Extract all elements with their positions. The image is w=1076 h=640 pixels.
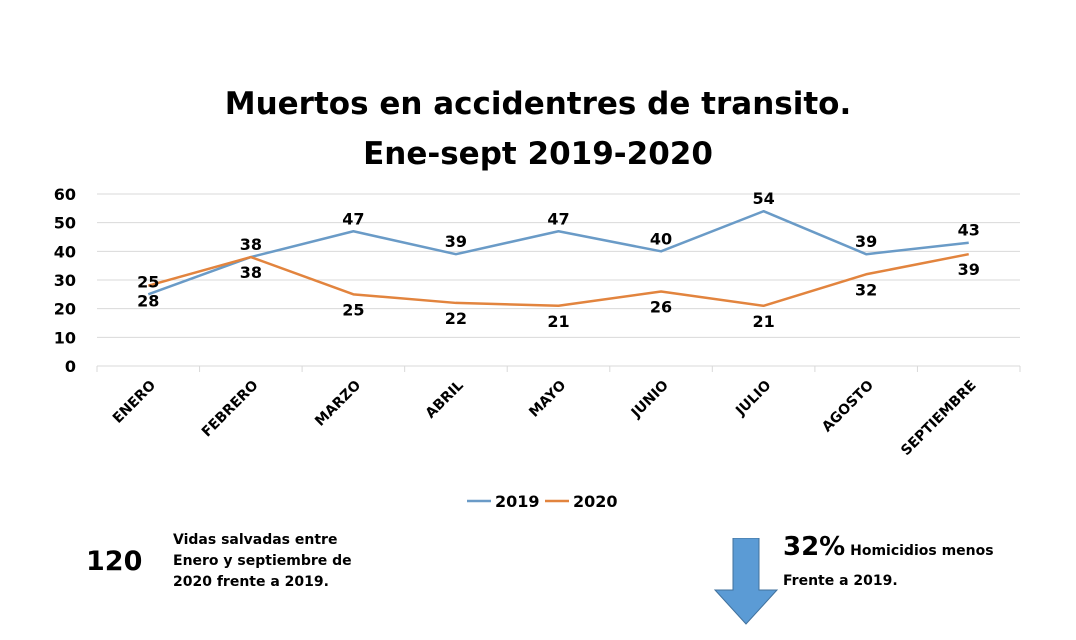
data-label: 22: [445, 309, 467, 328]
legend-label: 2019: [495, 492, 540, 511]
data-label: 47: [547, 209, 569, 228]
y-tick-label: 10: [54, 328, 76, 347]
x-tick-label: ABRIL: [423, 377, 467, 421]
data-label: 39: [855, 232, 877, 251]
x-tick-label: SEPTIEMBRE: [898, 378, 979, 459]
data-label: 32: [855, 280, 877, 299]
data-label: 21: [547, 312, 569, 331]
homicide-stat: 32% Homicidios menos Frente a 2019.: [783, 532, 1063, 596]
y-tick-label: 50: [54, 214, 76, 233]
data-label: 54: [752, 189, 774, 208]
x-tick-label: MAYO: [526, 377, 569, 420]
y-tick-label: 30: [54, 271, 76, 290]
data-label: 43: [958, 221, 980, 240]
data-label: 26: [650, 297, 672, 316]
homicide-text-1: Homicidios menos: [850, 543, 994, 559]
series-line-2020: [147, 252, 969, 308]
data-label: 28: [137, 292, 159, 311]
homicide-text-2: Frente a 2019.: [783, 573, 898, 589]
legend-label: 2020: [573, 492, 618, 511]
data-label: 40: [650, 229, 672, 248]
data-label: 38: [240, 235, 262, 254]
line-chart: 0 10 20 30 40 50 60 ENERO FEBRERO MARZO ABRIL MAYO J…: [54, 185, 1021, 511]
x-tick-label: JUNIO: [628, 377, 672, 421]
x-tick-label: ENERO: [110, 377, 159, 426]
data-label: 39: [958, 260, 980, 279]
data-label: 21: [752, 312, 774, 331]
arrow-down-icon: [713, 538, 779, 625]
data-label: 25: [342, 300, 364, 319]
x-tick-label: MARZO: [312, 377, 364, 429]
chart-title-line1: Muertos en accidentres de transito.: [224, 86, 852, 122]
data-label: 38: [240, 263, 262, 282]
y-tick-label: 20: [54, 300, 76, 319]
x-tick-label: JULIO: [732, 377, 774, 419]
homicide-percent: 32%: [783, 532, 846, 562]
chart-title-line2: Ene-sept 2019-2020: [363, 136, 713, 172]
y-tick-label: 0: [65, 357, 76, 376]
data-label: 39: [445, 232, 467, 251]
y-tick-label: 60: [54, 185, 76, 204]
x-tick-label: AGOSTO: [819, 377, 877, 435]
series-line-2019: [147, 209, 969, 296]
data-label: 25: [137, 272, 159, 291]
data-label: 47: [342, 209, 364, 228]
y-tick-label: 40: [54, 242, 76, 261]
lives-saved-text: Vidas salvadas entre Enero y septiembre …: [173, 532, 352, 590]
lives-saved-number: 120: [86, 546, 143, 577]
x-tick-label: FEBRERO: [199, 377, 262, 440]
